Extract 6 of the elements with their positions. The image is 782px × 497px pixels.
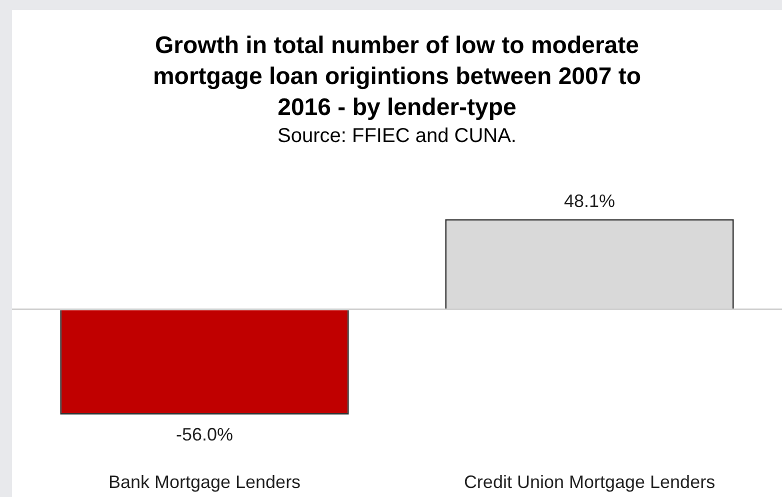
chart-subtitle: Source: FFIEC and CUNA. [276,125,518,148]
data-label: 48.1% [564,191,616,212]
data-label: -56.0% [176,424,234,444]
x-tick-label: Bank Mortgage Lenders [108,472,301,492]
x-tick-label: Credit Union Mortgage Lenders [464,472,716,492]
chart-title: Growth in total number of low to moderate mortgage loan origintions between 2007 to 2016 - by lender-type [152,31,642,123]
